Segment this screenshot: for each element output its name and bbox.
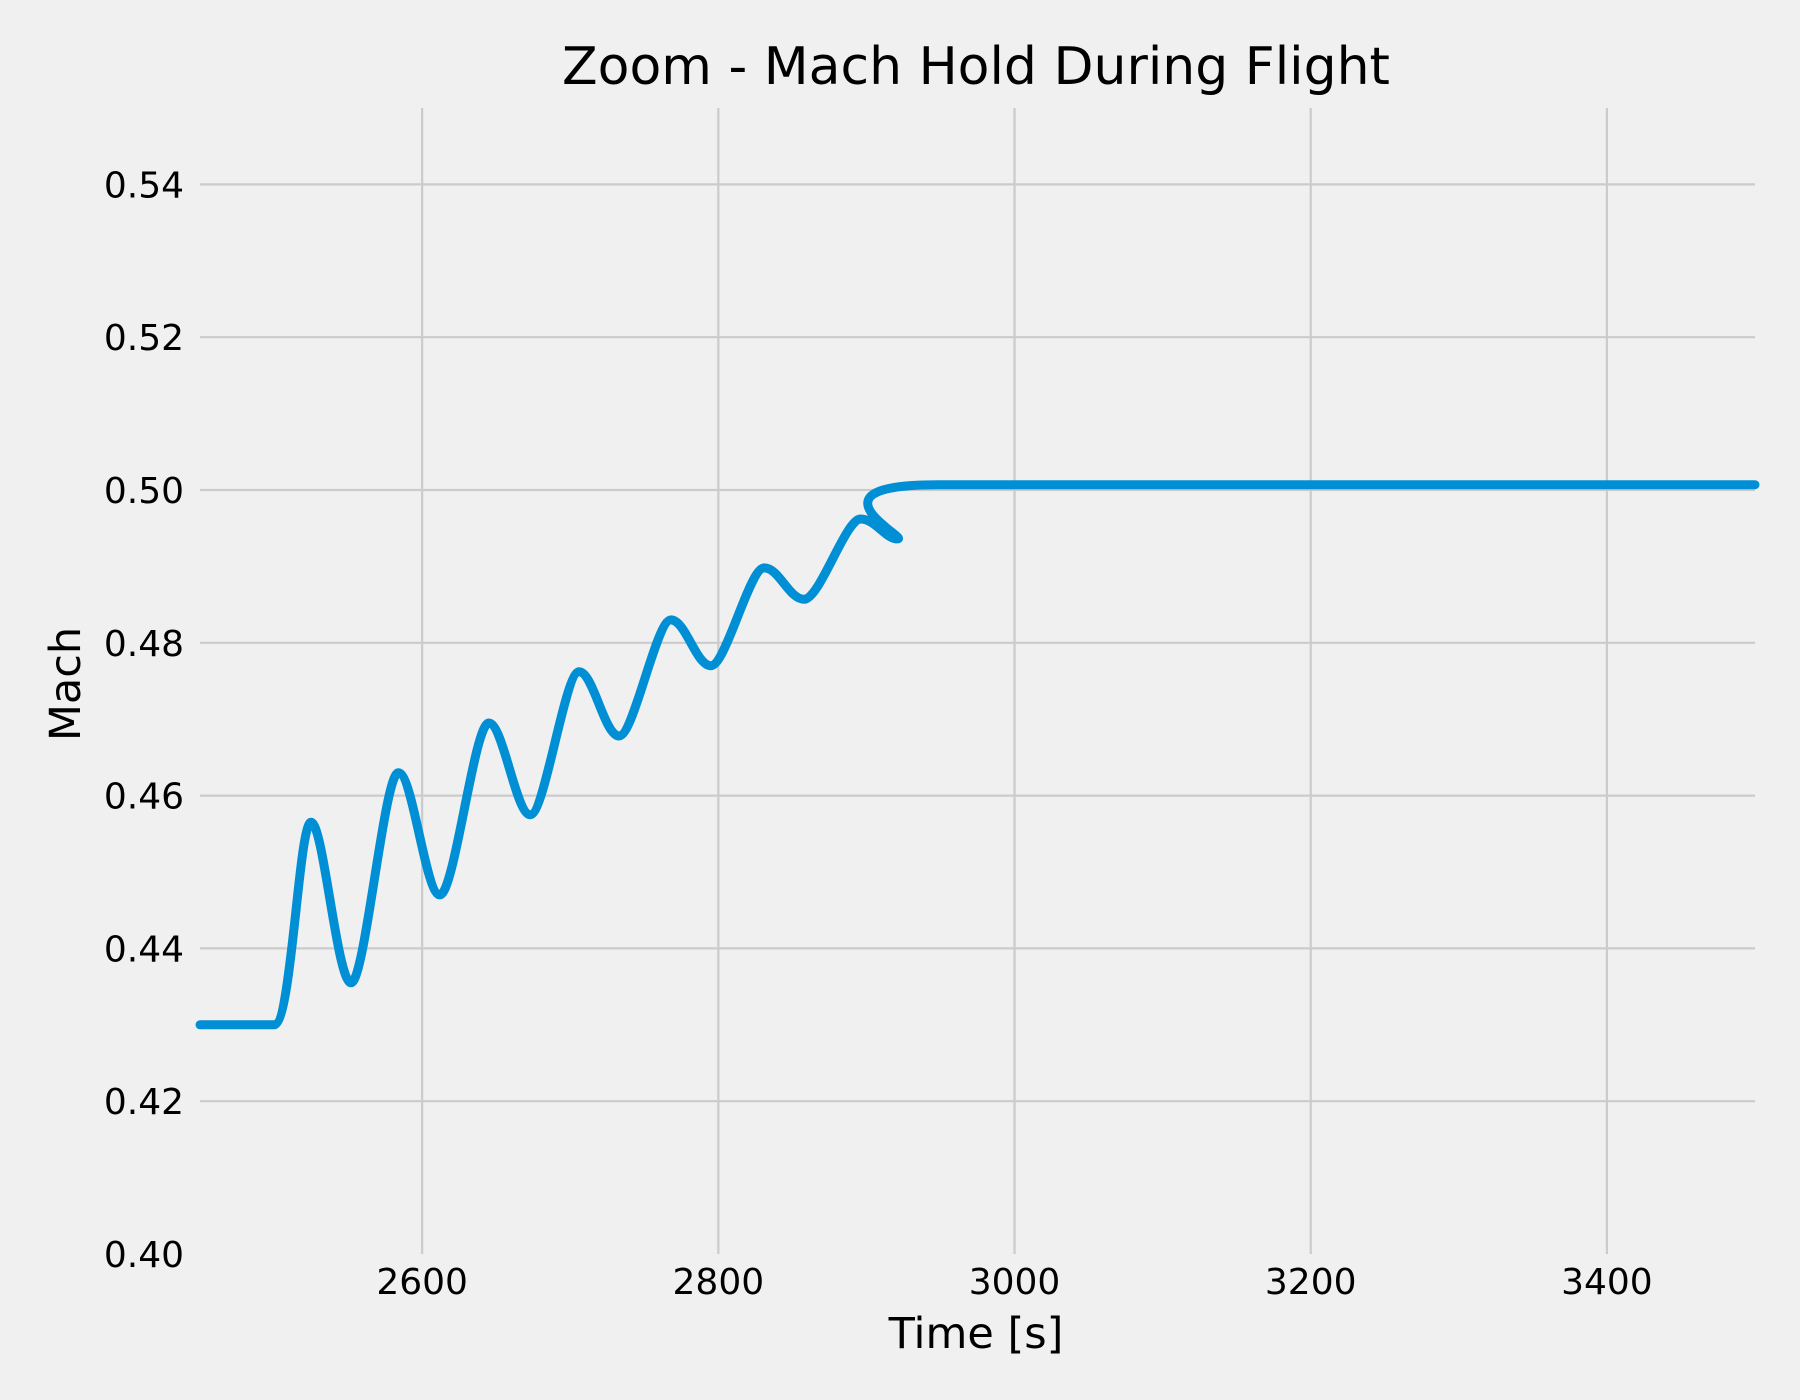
y-tick-label: 0.50 bbox=[104, 471, 184, 512]
grid bbox=[200, 108, 1755, 1254]
chart-title: Zoom - Mach Hold During Flight bbox=[562, 37, 1390, 97]
x-tick-label: 3200 bbox=[1265, 1262, 1357, 1303]
tick-labels: 2600 2800 3000 3200 3400 0.40 0.42 0.44 0.46 0.48… bbox=[104, 165, 1653, 1303]
y-tick-label: 0.52 bbox=[104, 318, 184, 359]
series-line bbox=[195, 480, 1760, 1030]
y-tick-label: 0.46 bbox=[104, 777, 184, 818]
y-tick-label: 0.48 bbox=[104, 624, 184, 665]
y-tick-label: 0.40 bbox=[104, 1235, 184, 1276]
x-tick-label: 2800 bbox=[673, 1262, 765, 1303]
y-axis-label: Mach bbox=[41, 627, 91, 741]
x-tick-label: 3400 bbox=[1561, 1262, 1653, 1303]
y-tick-label: 0.44 bbox=[104, 929, 184, 970]
y-tick-label: 0.42 bbox=[104, 1082, 184, 1123]
x-tick-label: 3000 bbox=[969, 1262, 1061, 1303]
x-axis-label: Time [s] bbox=[888, 1309, 1064, 1359]
y-tick-label: 0.54 bbox=[104, 165, 184, 206]
x-tick-label: 2600 bbox=[376, 1262, 468, 1303]
